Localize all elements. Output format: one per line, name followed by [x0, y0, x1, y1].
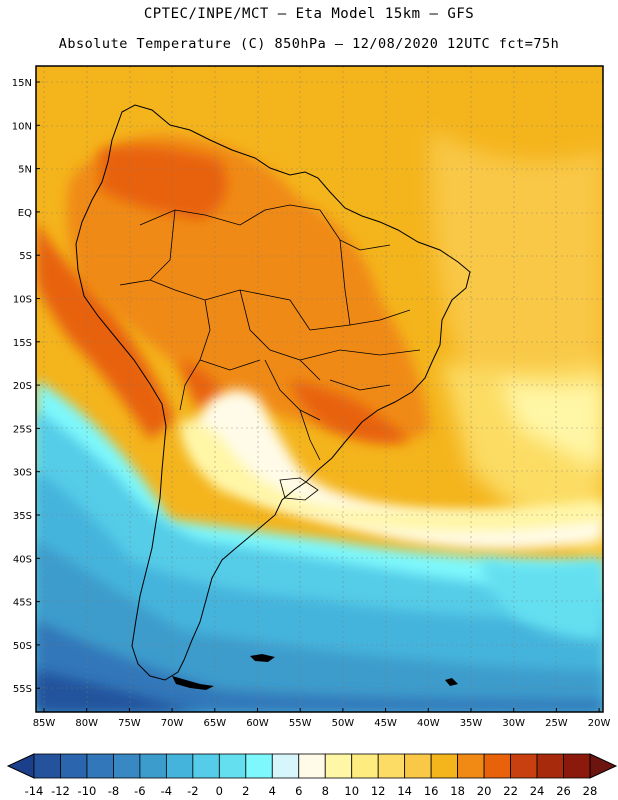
colorbar-label: 16: [424, 784, 439, 798]
colorbar-swatch: [113, 753, 141, 779]
latitude-label: 15N: [12, 78, 32, 89]
longitude-label: 85W: [33, 718, 56, 729]
latitude-label: 40S: [13, 554, 32, 565]
colorbar-label: 10: [344, 784, 359, 798]
colorbar-swatch: [536, 753, 564, 779]
latitude-label: 5S: [19, 251, 32, 262]
latitude-labels: 15N 10N 5N EQ 5S 10S 15S 20S 25S 30S 35S 40S 45S 50S 5…: [12, 78, 40, 695]
colorbar-label: -2: [187, 784, 198, 798]
colorbar-swatch: [192, 753, 220, 779]
colorbar-swatch: [60, 753, 88, 779]
latitude-label: EQ: [18, 208, 32, 219]
longitude-label: 25W: [545, 718, 568, 729]
longitude-label: 45W: [374, 718, 397, 729]
colorbar-label: -8: [108, 784, 119, 798]
colorbar-swatch: [430, 753, 459, 779]
colorbar-swatch: [510, 753, 538, 779]
colorbar-swatch: [245, 753, 273, 779]
colorbar-swatch: [351, 753, 379, 779]
continent-outline: [75, 104, 471, 681]
latitude-label: 50S: [13, 641, 32, 652]
chart-title-line-1: CPTEC/INPE/MCT — Eta Model 15km — GFS: [143, 6, 475, 22]
latitude-label: 35S: [13, 511, 32, 522]
longitude-label: 70W: [161, 718, 184, 729]
colorbar-label: 2: [242, 784, 249, 798]
colorbar-label: 22: [503, 784, 518, 798]
latitude-label: 10S: [13, 295, 32, 306]
temperature-field: [36, 66, 603, 712]
colorbar-label: -12: [51, 784, 70, 798]
colorbar-swatch: [271, 753, 300, 779]
colorbar-label: -6: [134, 784, 145, 798]
latitude-label: 20S: [13, 381, 32, 392]
colorbar-label: 18: [450, 784, 465, 798]
map-frame: [35, 65, 604, 713]
colorbar-swatch: [563, 753, 591, 779]
longitude-label: 65W: [203, 718, 226, 729]
longitude-label: 75W: [118, 718, 141, 729]
colorbar-swatch: [483, 753, 511, 779]
longitude-label: 60W: [246, 718, 269, 729]
colorbar-label: 8: [322, 784, 329, 798]
colorbar-swatch: [33, 753, 61, 779]
longitude-label: 50W: [332, 718, 355, 729]
colorbar-swatch: [86, 753, 114, 779]
latitude-label: 5N: [18, 165, 32, 176]
colorbar-label: 4: [269, 784, 276, 798]
latitude-label: 55S: [13, 684, 32, 695]
colorbar-swatch: [377, 753, 406, 779]
colorbar-swatch: [324, 753, 353, 779]
longitude-label: 40W: [417, 718, 440, 729]
chart-title-line-2: Absolute Temperature (C) 850hPa — 12/08/…: [58, 36, 560, 52]
colorbar-label: 0: [216, 784, 223, 798]
colorbar-swatch: [298, 753, 326, 779]
colorbar-underflow-arrow: [6, 753, 35, 779]
longitude-label: 55W: [289, 718, 312, 729]
colorbar-label: 28: [583, 784, 598, 798]
colorbar-label: -10: [78, 784, 97, 798]
longitude-label: 80W: [75, 718, 98, 729]
colorbar-overflow-arrow: [589, 753, 618, 779]
colorbar-swatch: [404, 753, 432, 779]
latitude-label: 10N: [12, 121, 32, 132]
colorbar-label: 26: [556, 784, 571, 798]
colorbar-label: 24: [530, 784, 545, 798]
colorbar-label: -4: [161, 784, 172, 798]
colorbar-label: 6: [295, 784, 302, 798]
latitude-label: 30S: [13, 468, 32, 479]
latitude-label: 45S: [13, 598, 32, 609]
colorbar-label: 12: [371, 784, 386, 798]
colorbar-swatch: [218, 753, 247, 779]
latitude-label: 25S: [13, 424, 32, 435]
color-scale-bar: -14 -12 -10 -8 -6 -4 -2 0 2 4 6 8 10 12 14 16 18 20 22 24 26…: [6, 753, 618, 798]
colorbar-swatch: [139, 753, 167, 779]
colorbar-swatch: [165, 753, 194, 779]
longitude-label: 20W: [588, 718, 611, 729]
colorbar-label: 20: [477, 784, 492, 798]
colorbar-label: 14: [397, 784, 412, 798]
longitude-label: 30W: [502, 718, 525, 729]
colorbar-label: -14: [25, 784, 44, 798]
latitude-label: 15S: [13, 338, 32, 349]
colorbar-swatch: [457, 753, 485, 779]
longitude-labels: 85W 80W 75W 70W 65W 60W 55W 50W 45W 40W 35W 30W 25W 2…: [33, 708, 611, 729]
longitude-label: 35W: [460, 718, 483, 729]
